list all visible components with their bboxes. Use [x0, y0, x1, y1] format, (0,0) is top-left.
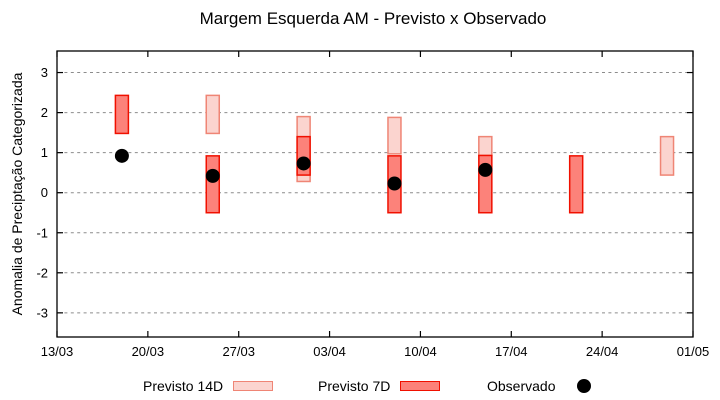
legend-label-observado: Observado	[487, 378, 556, 394]
svg-text:03/04: 03/04	[313, 344, 346, 359]
observado-dot-swatch	[577, 379, 592, 393]
svg-text:1: 1	[41, 145, 48, 160]
svg-text:01/05: 01/05	[677, 344, 710, 359]
svg-text:20/03: 20/03	[132, 344, 165, 359]
svg-text:-2: -2	[36, 265, 48, 280]
legend-label-previsto-7d: Previsto 7D	[318, 378, 391, 394]
plot-area: -3 -2 -1 0 1 2 3 13/03 20/03 27/03 03/04 10/04 17/04…	[36, 50, 710, 359]
svg-text:13/03: 13/03	[41, 344, 74, 359]
svg-text:3: 3	[41, 65, 48, 80]
plot-frame	[56, 50, 694, 338]
chart-title: Margem Esquerda AM - Previsto x Observad…	[199, 9, 547, 28]
previsto-14d-swatch	[233, 381, 274, 391]
previsto-14d-bars	[205, 94, 675, 183]
legend-item-observado: Observado	[487, 377, 592, 395]
svg-text:10/04: 10/04	[404, 344, 437, 359]
svg-text:17/04: 17/04	[495, 344, 528, 359]
svg-text:-1: -1	[36, 225, 48, 240]
previsto-7d-swatch	[400, 381, 441, 391]
svg-text:-3: -3	[36, 305, 48, 320]
svg-text:24/04: 24/04	[586, 344, 619, 359]
axis-ticks	[56, 51, 694, 337]
observado-dots	[114, 148, 493, 191]
legend-label-previsto-14d: Previsto 14D	[143, 378, 224, 394]
gridlines	[58, 72, 692, 314]
legend-item-previsto-14d: Previsto 14D	[143, 377, 274, 395]
svg-text:27/03: 27/03	[222, 344, 255, 359]
svg-text:0: 0	[41, 185, 48, 200]
x-tick-labels: 13/03 20/03 27/03 03/04 10/04 17/04 24/04 01/05	[41, 344, 710, 359]
svg-text:2: 2	[41, 105, 48, 120]
y-tick-labels: -3 -2 -1 0 1 2 3	[36, 65, 48, 320]
legend-item-previsto-7d: Previsto 7D	[318, 377, 441, 395]
